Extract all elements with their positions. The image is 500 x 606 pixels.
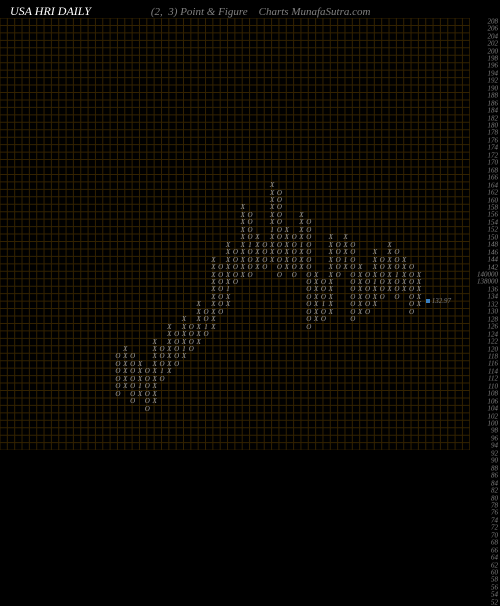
pf-o-mark: O: [129, 398, 136, 405]
pf-o-mark: O: [379, 264, 386, 271]
pf-o-mark: O: [349, 264, 356, 271]
pf-x-mark: X: [401, 286, 408, 293]
ticker-label: USA HRI DAILY: [10, 4, 91, 19]
pf-o-mark: O: [393, 294, 400, 301]
pf-o-mark: O: [379, 294, 386, 301]
pf-x-mark: X: [386, 286, 393, 293]
pf-o-mark: O: [276, 272, 283, 279]
pf-x-mark: X: [225, 301, 232, 308]
pf-x-mark: X: [386, 264, 393, 271]
y-tick-label: 56: [491, 584, 498, 591]
y-tick-label: 62: [491, 562, 498, 569]
pf-o-mark: O: [114, 391, 121, 398]
y-tick-label: 78: [491, 502, 498, 509]
pf-x-mark: X: [357, 309, 364, 316]
pf-x-mark: X: [371, 301, 378, 308]
pf-x-mark: X: [327, 264, 334, 271]
y-tick-label: 54: [491, 592, 498, 599]
pf-x-mark: X: [401, 264, 408, 271]
pf-o-mark: O: [349, 316, 356, 323]
pf-o-mark: O: [247, 272, 254, 279]
y-tick-label: 66: [491, 547, 498, 554]
pf-o-mark: O: [408, 264, 415, 271]
pf-x-mark: X: [195, 339, 202, 346]
pf-o-mark: O: [217, 309, 224, 316]
pf-o-mark: O: [305, 324, 312, 331]
pf-x-mark: X: [166, 368, 173, 375]
current-value-text: 132.97: [432, 297, 451, 305]
y-tick-label: 52: [491, 599, 498, 606]
pf-x-mark: X: [136, 391, 143, 398]
pf-o-mark: O: [188, 346, 195, 353]
y-tick-label: 80: [491, 495, 498, 502]
pf-o-mark: O: [335, 264, 342, 271]
pf-x-mark: X: [269, 257, 276, 264]
y-tick-label: 76: [491, 510, 498, 517]
pf-o-mark: O: [393, 264, 400, 271]
pf-o-mark: O: [158, 376, 165, 383]
y-tick-label: 70: [491, 532, 498, 539]
pf-x-mark: X: [254, 264, 261, 271]
pf-x-mark: X: [181, 353, 188, 360]
pf-o-mark: O: [247, 264, 254, 271]
y-tick-label: 58: [491, 577, 498, 584]
pf-x-mark: X: [371, 264, 378, 271]
pf-x-mark: X: [283, 264, 290, 271]
pf-x-mark: X: [151, 398, 158, 405]
pf-x-mark: X: [210, 324, 217, 331]
pf-o-mark: O: [232, 279, 239, 286]
y-tick-label: 72: [491, 525, 498, 532]
chart-container: { "type": "point-and-figure", "header": …: [0, 0, 500, 500]
pf-o-mark: O: [261, 264, 268, 271]
pf-o-mark: O: [364, 309, 371, 316]
chart-header: USA HRI DAILY (2, 3) Point & Figure Char…: [10, 4, 490, 19]
pf-x-mark: X: [342, 264, 349, 271]
pf-x-mark: X: [210, 264, 217, 271]
pf-o-mark: O: [144, 406, 151, 413]
pf-o-mark: O: [276, 264, 283, 271]
pf-x-mark: X: [239, 272, 246, 279]
pf-o-mark: O: [408, 309, 415, 316]
current-value-marker: 132.97: [426, 298, 451, 305]
pf-o-mark: O: [291, 264, 298, 271]
current-value-dot-icon: [426, 299, 430, 303]
y-tick-label: 74: [491, 517, 498, 524]
pf-o-mark: O: [320, 316, 327, 323]
pf-x-mark: X: [327, 309, 334, 316]
pf-x-mark: X: [239, 264, 246, 271]
pf-x-mark: X: [313, 316, 320, 323]
pf-x-mark: X: [225, 264, 232, 271]
y-tick-label: 64: [491, 555, 498, 562]
pf-o-mark: O: [217, 264, 224, 271]
pf-o-mark: O: [305, 264, 312, 271]
pf-o-mark: O: [173, 361, 180, 368]
y-tick-label: 68: [491, 540, 498, 547]
pf-o-mark: O: [232, 264, 239, 271]
pf-x-mark: X: [122, 383, 129, 390]
pf-x-mark: X: [415, 301, 422, 308]
pf-x-mark: X: [298, 264, 305, 271]
pf-o-mark: O: [203, 331, 210, 338]
point-figure-plot: OOOOOOXXXXXXOOOOOOOXXX1XOOOOOOXXXXXXXXXO…: [0, 18, 470, 450]
chart-params-label: (2, 3) Point & Figure Charts MunafaSutra…: [151, 6, 371, 18]
pf-o-mark: O: [291, 272, 298, 279]
pf-o-mark: O: [335, 272, 342, 279]
pf-x-mark: X: [357, 264, 364, 271]
y-tick-label: 60: [491, 570, 498, 577]
